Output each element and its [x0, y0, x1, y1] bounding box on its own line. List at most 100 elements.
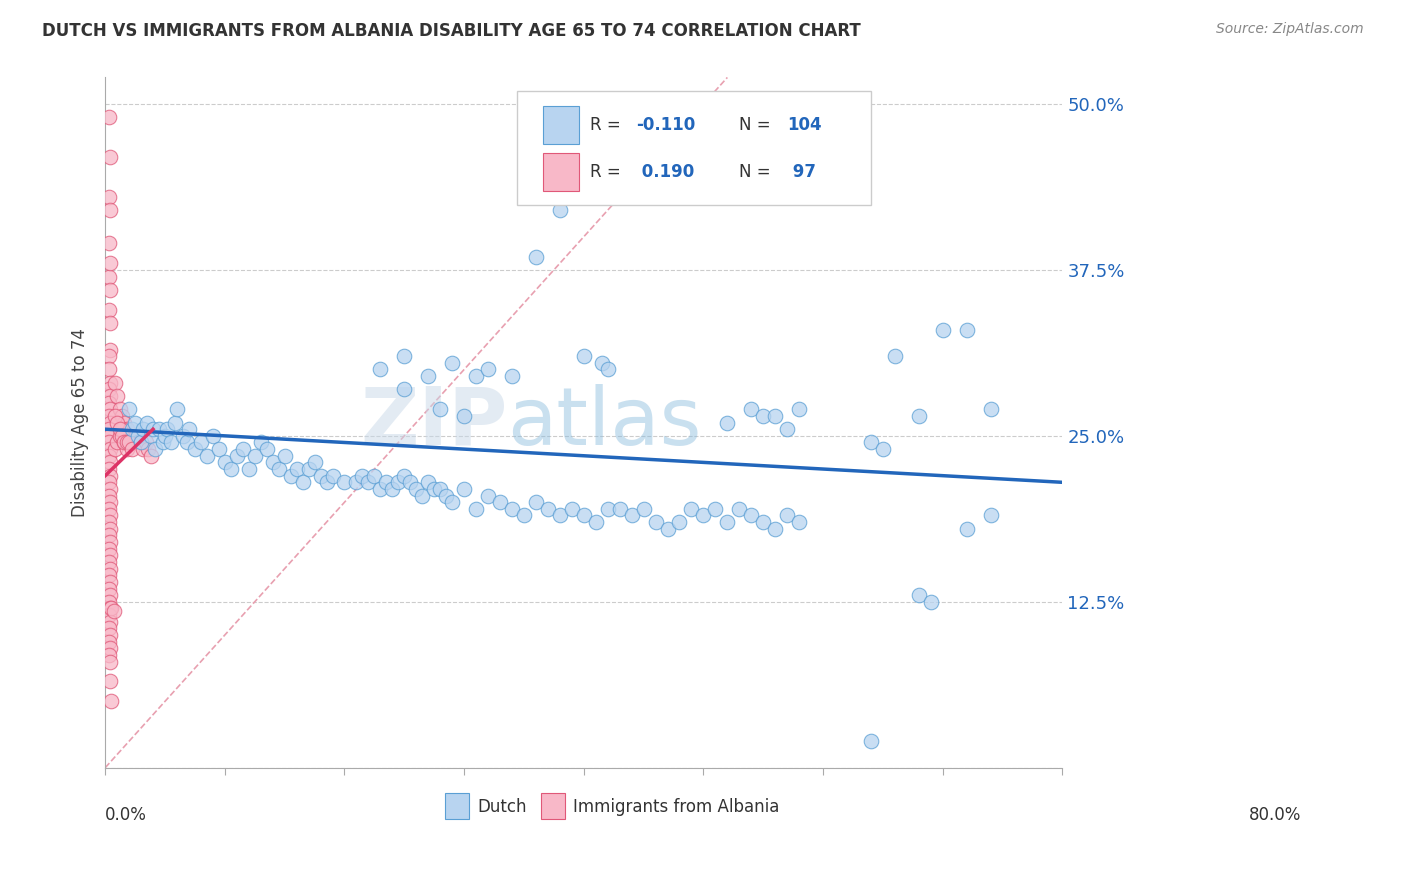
Point — [219, 462, 242, 476]
Point — [98, 389, 121, 403]
Point — [304, 455, 326, 469]
Point — [98, 615, 121, 629]
Point — [381, 482, 404, 496]
Point — [108, 429, 131, 443]
Point — [98, 601, 121, 615]
Point — [585, 515, 607, 529]
Text: 0.190: 0.190 — [637, 162, 695, 181]
Point — [387, 475, 409, 490]
Point — [441, 356, 464, 370]
Point — [513, 508, 536, 523]
Point — [115, 422, 138, 436]
Point — [657, 522, 679, 536]
Point — [256, 442, 278, 456]
Point — [145, 442, 167, 456]
Point — [125, 429, 148, 443]
Point — [333, 475, 356, 490]
Point — [441, 495, 464, 509]
Point — [273, 449, 295, 463]
Point — [139, 449, 162, 463]
Point — [309, 468, 332, 483]
Point — [429, 402, 451, 417]
Point — [118, 429, 141, 443]
Point — [97, 582, 120, 596]
Point — [97, 634, 120, 648]
Point — [166, 402, 188, 417]
Point — [872, 442, 894, 456]
Point — [596, 362, 619, 376]
Point — [98, 150, 121, 164]
Point — [115, 435, 138, 450]
Bar — [444, 793, 470, 820]
Text: Source: ZipAtlas.com: Source: ZipAtlas.com — [1216, 22, 1364, 37]
Point — [352, 468, 374, 483]
Point — [370, 482, 392, 496]
Point — [681, 501, 703, 516]
Point — [548, 508, 571, 523]
Point — [524, 250, 547, 264]
Point — [97, 462, 120, 476]
Bar — [543, 105, 579, 144]
Point — [225, 449, 247, 463]
Point — [111, 422, 134, 436]
Point — [728, 501, 751, 516]
Point — [262, 455, 284, 469]
Point — [315, 475, 337, 490]
Point — [716, 515, 738, 529]
Point — [297, 462, 319, 476]
Text: N =: N = — [738, 116, 776, 134]
Point — [591, 356, 613, 370]
Point — [98, 522, 121, 536]
Point — [97, 475, 120, 490]
Point — [267, 462, 290, 476]
Point — [98, 655, 121, 669]
Point — [394, 349, 416, 363]
Point — [524, 495, 547, 509]
Point — [177, 422, 200, 436]
Point — [97, 515, 120, 529]
Point — [434, 489, 457, 503]
Point — [644, 515, 666, 529]
Point — [740, 402, 762, 417]
Point — [97, 489, 120, 503]
Point — [97, 362, 120, 376]
Point — [97, 595, 120, 609]
Point — [208, 442, 231, 456]
Point — [152, 435, 174, 450]
Point — [98, 429, 121, 443]
Point — [883, 349, 905, 363]
Point — [201, 429, 224, 443]
Point — [98, 455, 121, 469]
Point — [121, 442, 143, 456]
Text: 80.0%: 80.0% — [1250, 805, 1302, 823]
Point — [980, 402, 1002, 417]
Point — [98, 628, 121, 642]
Text: R =: R = — [591, 116, 627, 134]
Point — [489, 495, 512, 509]
Point — [232, 442, 254, 456]
Bar — [541, 793, 565, 820]
Point — [104, 442, 127, 456]
Point — [668, 515, 690, 529]
Point — [98, 535, 121, 549]
Point — [160, 435, 183, 450]
Text: 97: 97 — [787, 162, 815, 181]
Point — [121, 422, 143, 436]
Point — [97, 236, 120, 251]
Text: DUTCH VS IMMIGRANTS FROM ALBANIA DISABILITY AGE 65 TO 74 CORRELATION CHART: DUTCH VS IMMIGRANTS FROM ALBANIA DISABIL… — [42, 22, 860, 40]
Bar — [543, 153, 579, 191]
Point — [238, 462, 260, 476]
Point — [97, 528, 120, 542]
Point — [97, 449, 120, 463]
Text: 0.0%: 0.0% — [105, 805, 148, 823]
Point — [121, 429, 143, 443]
Point — [98, 376, 121, 390]
Point — [363, 468, 385, 483]
Point — [465, 369, 488, 384]
Point — [98, 316, 121, 330]
Point — [97, 110, 120, 124]
Point — [98, 561, 121, 575]
Point — [97, 501, 120, 516]
Point — [148, 422, 170, 436]
Point — [956, 323, 979, 337]
